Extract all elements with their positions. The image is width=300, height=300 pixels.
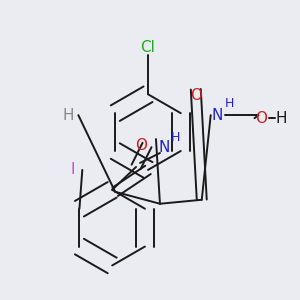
Text: Cl: Cl [141, 40, 155, 55]
Text: I: I [70, 162, 75, 177]
Text: O: O [135, 137, 147, 152]
Text: O: O [256, 111, 268, 126]
Text: H: H [225, 97, 234, 110]
Text: N: N [158, 140, 169, 154]
Text: N: N [211, 108, 222, 123]
Text: H: H [171, 130, 181, 144]
Text: O: O [190, 88, 202, 103]
Text: H: H [63, 108, 74, 123]
Text: H: H [276, 111, 287, 126]
